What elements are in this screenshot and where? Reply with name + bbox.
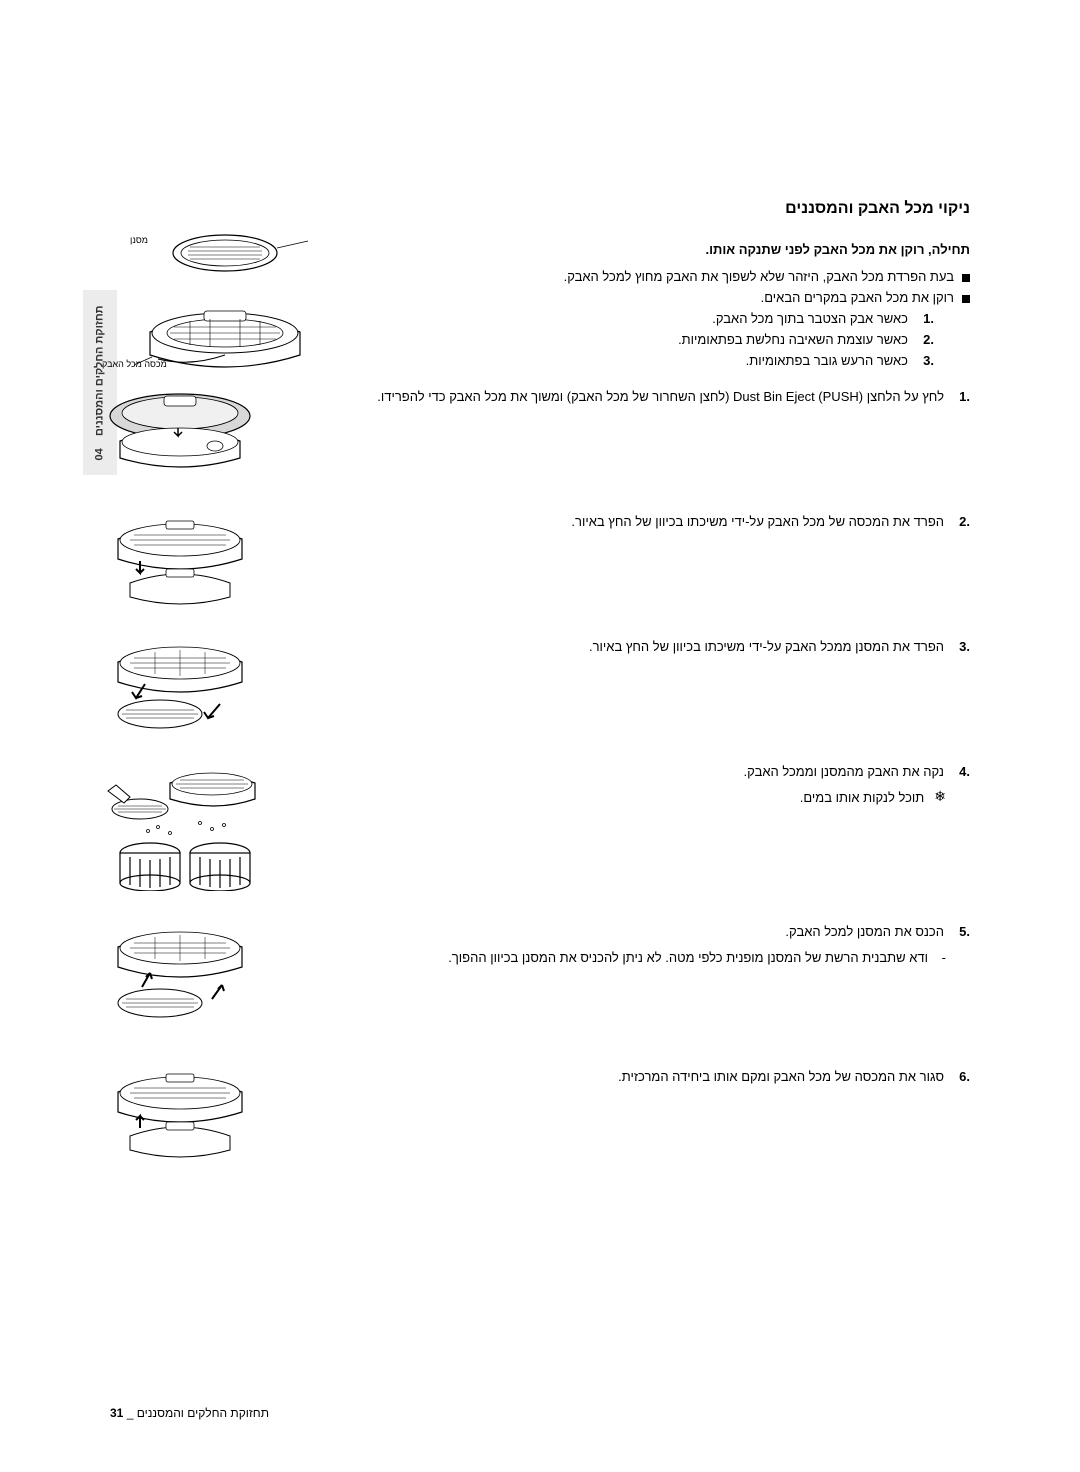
footer-label: תחזוקת החלקים והמסננים [137, 1406, 269, 1420]
square-bullet-icon [962, 274, 970, 282]
step-text: הכנס את המסנן למכל האבק. [785, 921, 944, 943]
case-number: .2 [922, 332, 934, 347]
filter-figure: מסנן [130, 225, 320, 285]
page-footer: תחזוקת החלקים והמסננים _ 31 [110, 1406, 269, 1420]
step-1-figure [100, 386, 260, 481]
step-4-figure [100, 761, 260, 891]
step-number: .1 [958, 386, 970, 408]
step-1: .1 לחץ על הלחצן (Dust Bin Eject (PUSH (ל… [100, 386, 970, 481]
case-text: כאשר עוצמת השאיבה נחלשת בפתאומיות. [678, 332, 908, 347]
dustbin-figure: מכסה מכל האבק [130, 297, 320, 397]
step-text: הפרד את המסנן ממכל האבק על-ידי משיכתו בכ… [589, 636, 944, 658]
step-2-figure [100, 511, 260, 606]
filter-label: מסנן [130, 235, 148, 245]
intro-figures: מסנן מכסה מכל האבק [130, 225, 320, 397]
square-bullet-icon [962, 295, 970, 303]
step-6-figure [100, 1066, 260, 1161]
step-number: .2 [958, 511, 970, 533]
step-4: .4 נקה את האבק מהמסנן וממכל האבק. ❄ תוכל… [100, 761, 970, 891]
case-number: .1 [922, 311, 934, 326]
step-text: הפרד את המכסה של מכל האבק על-ידי משיכתו … [571, 511, 944, 533]
bullet-text: בעת הפרדת מכל האבק, היזהר שלא לשפוך את ה… [564, 269, 954, 284]
case-text: כאשר הרעש גובר בפתאומיות. [746, 353, 908, 368]
step-sub-text: ודא שתבנית הרשת של המסנן מופנית כלפי מטה… [448, 947, 928, 969]
dash-icon: - [938, 947, 946, 969]
page-number: 31 [110, 1406, 123, 1420]
step-2: .2 הפרד את המכסה של מכל האבק על-ידי משיכ… [100, 511, 970, 606]
step-text: לחץ על הלחצן (Dust Bin Eject (PUSH (לחצן… [377, 386, 944, 408]
step-3-figure [100, 636, 260, 731]
step-5: .5 הכנס את המסנן למכל האבק. - ודא שתבנית… [100, 921, 970, 1036]
step-number: .3 [958, 636, 970, 658]
step-5-figure [100, 921, 260, 1036]
step-text: סגור את המכסה של מכל האבק ומקם אותו ביחי… [618, 1066, 944, 1088]
page-content: ניקוי מכל האבק והמסננים תחילה, רוקן את מ… [0, 0, 1080, 1472]
step-note: תוכל לנקות אותו במים. [800, 787, 925, 809]
case-text: כאשר אבק הצטבר בתוך מכל האבק. [712, 311, 908, 326]
step-number: .4 [958, 761, 970, 783]
step-number: .5 [958, 921, 970, 943]
cover-label: מכסה מכל האבק [102, 359, 167, 369]
step-number: .6 [958, 1066, 970, 1088]
bullet-text: רוקן את מכל האבק במקרים הבאים. [761, 290, 954, 305]
step-text: נקה את האבק מהמסנן וממכל האבק. [744, 761, 944, 783]
case-number: .3 [922, 353, 934, 368]
step-3: .3 הפרד את המסנן ממכל האבק על-ידי משיכתו… [100, 636, 970, 731]
step-6: .6 סגור את המכסה של מכל האבק ומקם אותו ב… [100, 1066, 970, 1161]
snowflake-icon: ❄ [934, 789, 946, 809]
section-title: ניקוי מכל האבק והמסננים [100, 200, 970, 218]
